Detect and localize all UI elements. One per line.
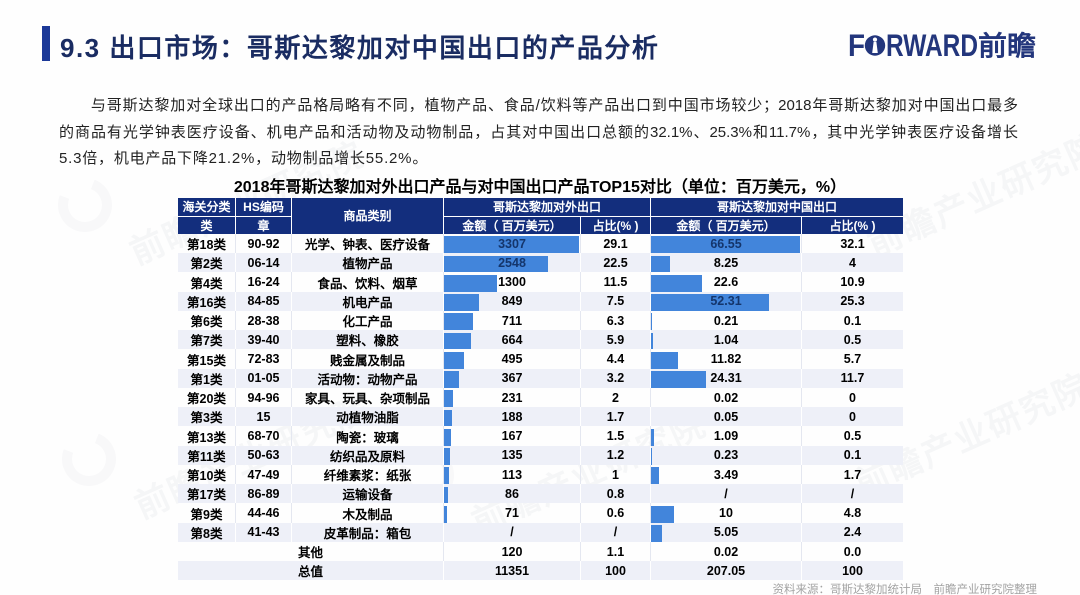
svg-text:RWARD: RWARD bbox=[886, 31, 978, 59]
svg-text:F: F bbox=[848, 31, 865, 59]
svg-text:前瞻: 前瞻 bbox=[978, 31, 1036, 59]
